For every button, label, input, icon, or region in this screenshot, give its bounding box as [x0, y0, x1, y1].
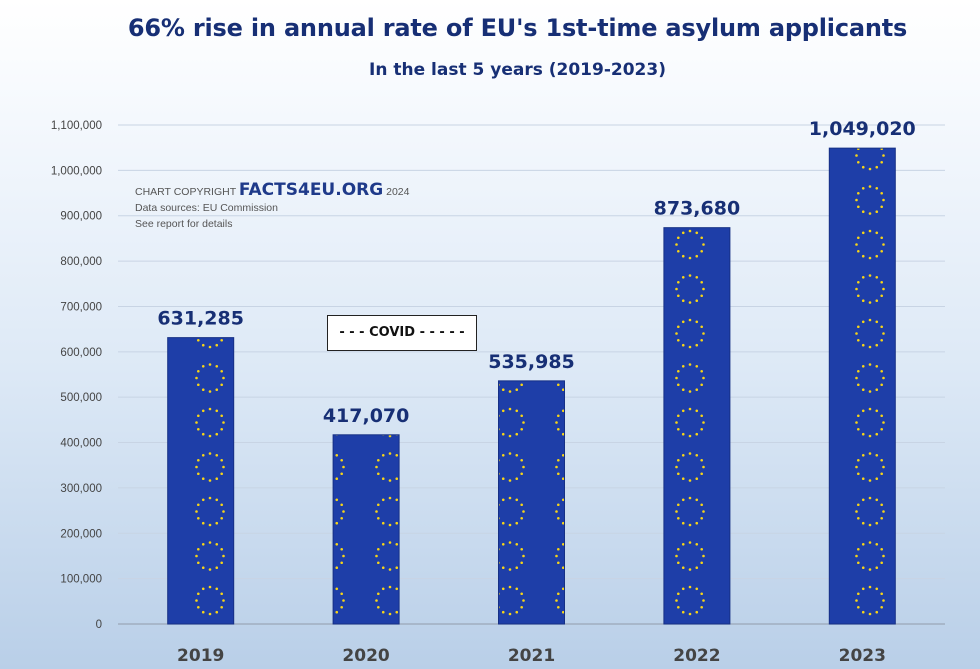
y-tick-label: 200,000 [60, 528, 102, 540]
copyright-note: See report for details [135, 218, 233, 230]
x-tick-label-2019: 2019 [177, 646, 224, 666]
copyright-sources: Data sources: EU Commission [135, 202, 278, 214]
x-tick-label-2021: 2021 [508, 646, 555, 666]
value-label-2021: 535,985 [488, 351, 575, 373]
copyright-block: CHART COPYRIGHT FACTS4EU.ORG 2024 Data s… [135, 182, 409, 232]
bar-2023 [828, 147, 896, 625]
x-tick-label-2022: 2022 [673, 646, 720, 666]
x-tick-label-2023: 2023 [839, 646, 886, 666]
bar-2019 [167, 337, 235, 625]
covid-annotation: - - - COVID - - - - - [327, 315, 477, 351]
bar-2021 [498, 380, 565, 625]
bar-2022 [663, 227, 731, 625]
bar-2020 [332, 434, 400, 625]
y-tick-label: 600,000 [60, 347, 102, 359]
y-tick-label: 1,000,000 [51, 165, 102, 177]
y-tick-label: 700,000 [60, 301, 102, 313]
y-tick-label: 800,000 [60, 256, 102, 268]
y-tick-label: 500,000 [60, 392, 102, 404]
copyright-year: 2024 [386, 186, 410, 198]
value-label-2020: 417,070 [323, 405, 410, 427]
chart-title: 66% rise in annual rate of EU's 1st-time… [127, 14, 908, 42]
x-tick-label-2020: 2020 [342, 646, 389, 666]
value-label-2022: 873,680 [654, 198, 741, 220]
y-tick-label: 100,000 [60, 574, 102, 586]
y-tick-label: 900,000 [60, 211, 102, 223]
value-label-2023: 1,049,020 [809, 118, 916, 140]
y-tick-label: 300,000 [60, 483, 102, 495]
copyright-prefix: CHART COPYRIGHT [135, 186, 236, 198]
value-label-2019: 631,285 [157, 308, 244, 330]
y-tick-label: 0 [96, 619, 102, 631]
y-tick-label: 400,000 [60, 438, 102, 450]
copyright-brand: FACTS4EU.ORG [238, 180, 384, 200]
y-tick-label: 1,100,000 [51, 120, 102, 132]
chart-subtitle: In the last 5 years (2019-2023) [369, 60, 666, 80]
